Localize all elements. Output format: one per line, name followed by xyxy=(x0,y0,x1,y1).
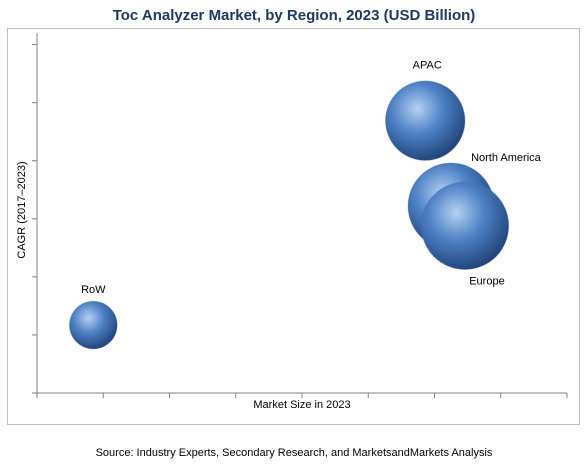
chart-title: Toc Analyzer Market, by Region, 2023 (US… xyxy=(113,7,476,24)
bubble-label: RoW xyxy=(81,284,106,296)
x-axis-label: Market Size in 2023 xyxy=(253,399,350,411)
plot-frame xyxy=(7,28,580,425)
source-note: Source: Industry Experts, Secondary Rese… xyxy=(96,447,493,459)
bubble-label: North America xyxy=(471,152,542,164)
bubble xyxy=(384,80,466,161)
y-axis-label: CAGR (2017–2023) xyxy=(16,161,28,258)
bubble xyxy=(420,181,510,270)
bubble-label: APAC xyxy=(413,60,442,72)
bubble-label: Europe xyxy=(469,276,504,288)
bubble xyxy=(68,300,118,350)
